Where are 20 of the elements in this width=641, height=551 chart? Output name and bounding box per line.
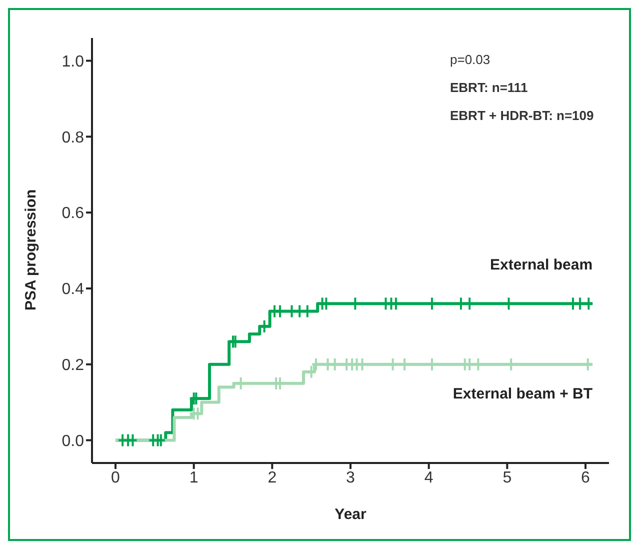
y-axis-title: PSA progression: [22, 189, 40, 310]
y-tick-label: 0.6: [62, 205, 84, 222]
series-label: External beam: [490, 256, 593, 274]
annotation: p=0.03: [450, 51, 492, 69]
annotation: EBRT: n=111: [450, 79, 529, 97]
x-axis-title: Year: [334, 506, 367, 523]
x-tick-label: 2: [268, 469, 277, 486]
x-tick-label: 1: [189, 469, 198, 486]
x-tick-label: 6: [581, 469, 590, 486]
x-tick-label: 4: [424, 469, 434, 486]
x-tick-label: 5: [502, 469, 512, 486]
x-tick-label: 3: [346, 469, 356, 486]
y-tick-label: 1.0: [62, 53, 84, 70]
y-tick-label: 0.4: [62, 281, 84, 298]
y-tick-label: 0.0: [62, 432, 84, 450]
series-label: External beam + BT: [452, 385, 593, 402]
annotation: EBRT + HDR-BT: n=109: [450, 107, 594, 125]
y-tick-label: 0.8: [62, 129, 84, 146]
y-tick-label: 0.2: [62, 357, 84, 374]
x-tick-label: 0: [111, 469, 120, 486]
